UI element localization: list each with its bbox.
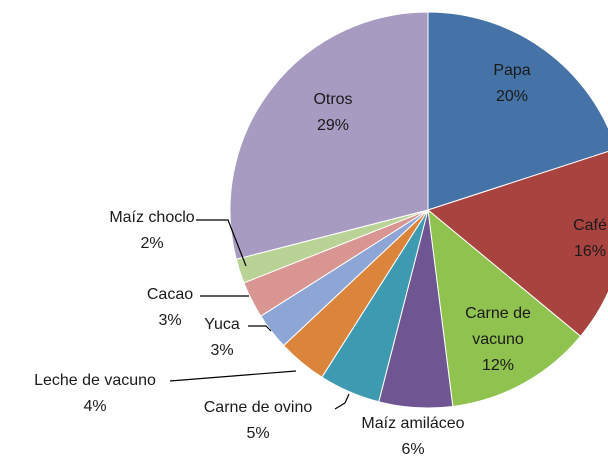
slice-label: Maíz amiláceo 6% bbox=[338, 411, 488, 458]
slice-label: Café 16% bbox=[550, 213, 608, 265]
slice-name: Yuca bbox=[204, 316, 240, 333]
slice-percent: 16% bbox=[573, 243, 607, 260]
slice-name: Papa bbox=[493, 62, 531, 79]
slice-percent: 3% bbox=[158, 312, 182, 329]
slice-label: Yuca 3% bbox=[192, 312, 252, 364]
slice-name: Otros bbox=[313, 91, 353, 108]
slice-percent: 2% bbox=[140, 235, 164, 252]
slice-label: Carne de ovino 5% bbox=[178, 395, 338, 447]
slice-name: Carne de vacuno bbox=[465, 305, 531, 348]
slice-label: Leche de vacuno 4% bbox=[10, 368, 180, 420]
slice-label: Cacao 3% bbox=[135, 282, 205, 334]
slice-percent: 6% bbox=[401, 441, 425, 458]
slice-label: Otros 29% bbox=[293, 87, 373, 139]
slice-percent: 12% bbox=[481, 357, 515, 374]
slice-name: Leche de vacuno bbox=[34, 372, 156, 389]
pie-slice bbox=[427, 208, 582, 407]
slice-name: Maíz amiláceo bbox=[361, 415, 465, 432]
slice-label: Carne de vacuno 12% bbox=[443, 301, 553, 379]
leader-line bbox=[169, 370, 297, 382]
slice-label: Papa 20% bbox=[452, 58, 572, 110]
slice-name: Maíz choclo bbox=[109, 209, 195, 226]
leader-line bbox=[196, 219, 247, 267]
slice-name: Cacao bbox=[146, 286, 194, 303]
slice-percent: 29% bbox=[316, 117, 350, 134]
pie-slice bbox=[427, 11, 608, 211]
slice-percent: 3% bbox=[210, 342, 234, 359]
leader-line bbox=[334, 393, 350, 410]
pie-slice bbox=[229, 11, 429, 260]
slice-percent: 5% bbox=[246, 425, 270, 442]
pie-slice bbox=[426, 150, 608, 337]
slice-percent: 4% bbox=[83, 398, 107, 415]
leader-line bbox=[248, 325, 272, 332]
slice-name: Café bbox=[573, 217, 607, 234]
slice-name: Carne de ovino bbox=[203, 399, 313, 416]
slice-percent: 20% bbox=[495, 88, 529, 105]
slice-label: Maíz choclo 2% bbox=[92, 205, 212, 257]
